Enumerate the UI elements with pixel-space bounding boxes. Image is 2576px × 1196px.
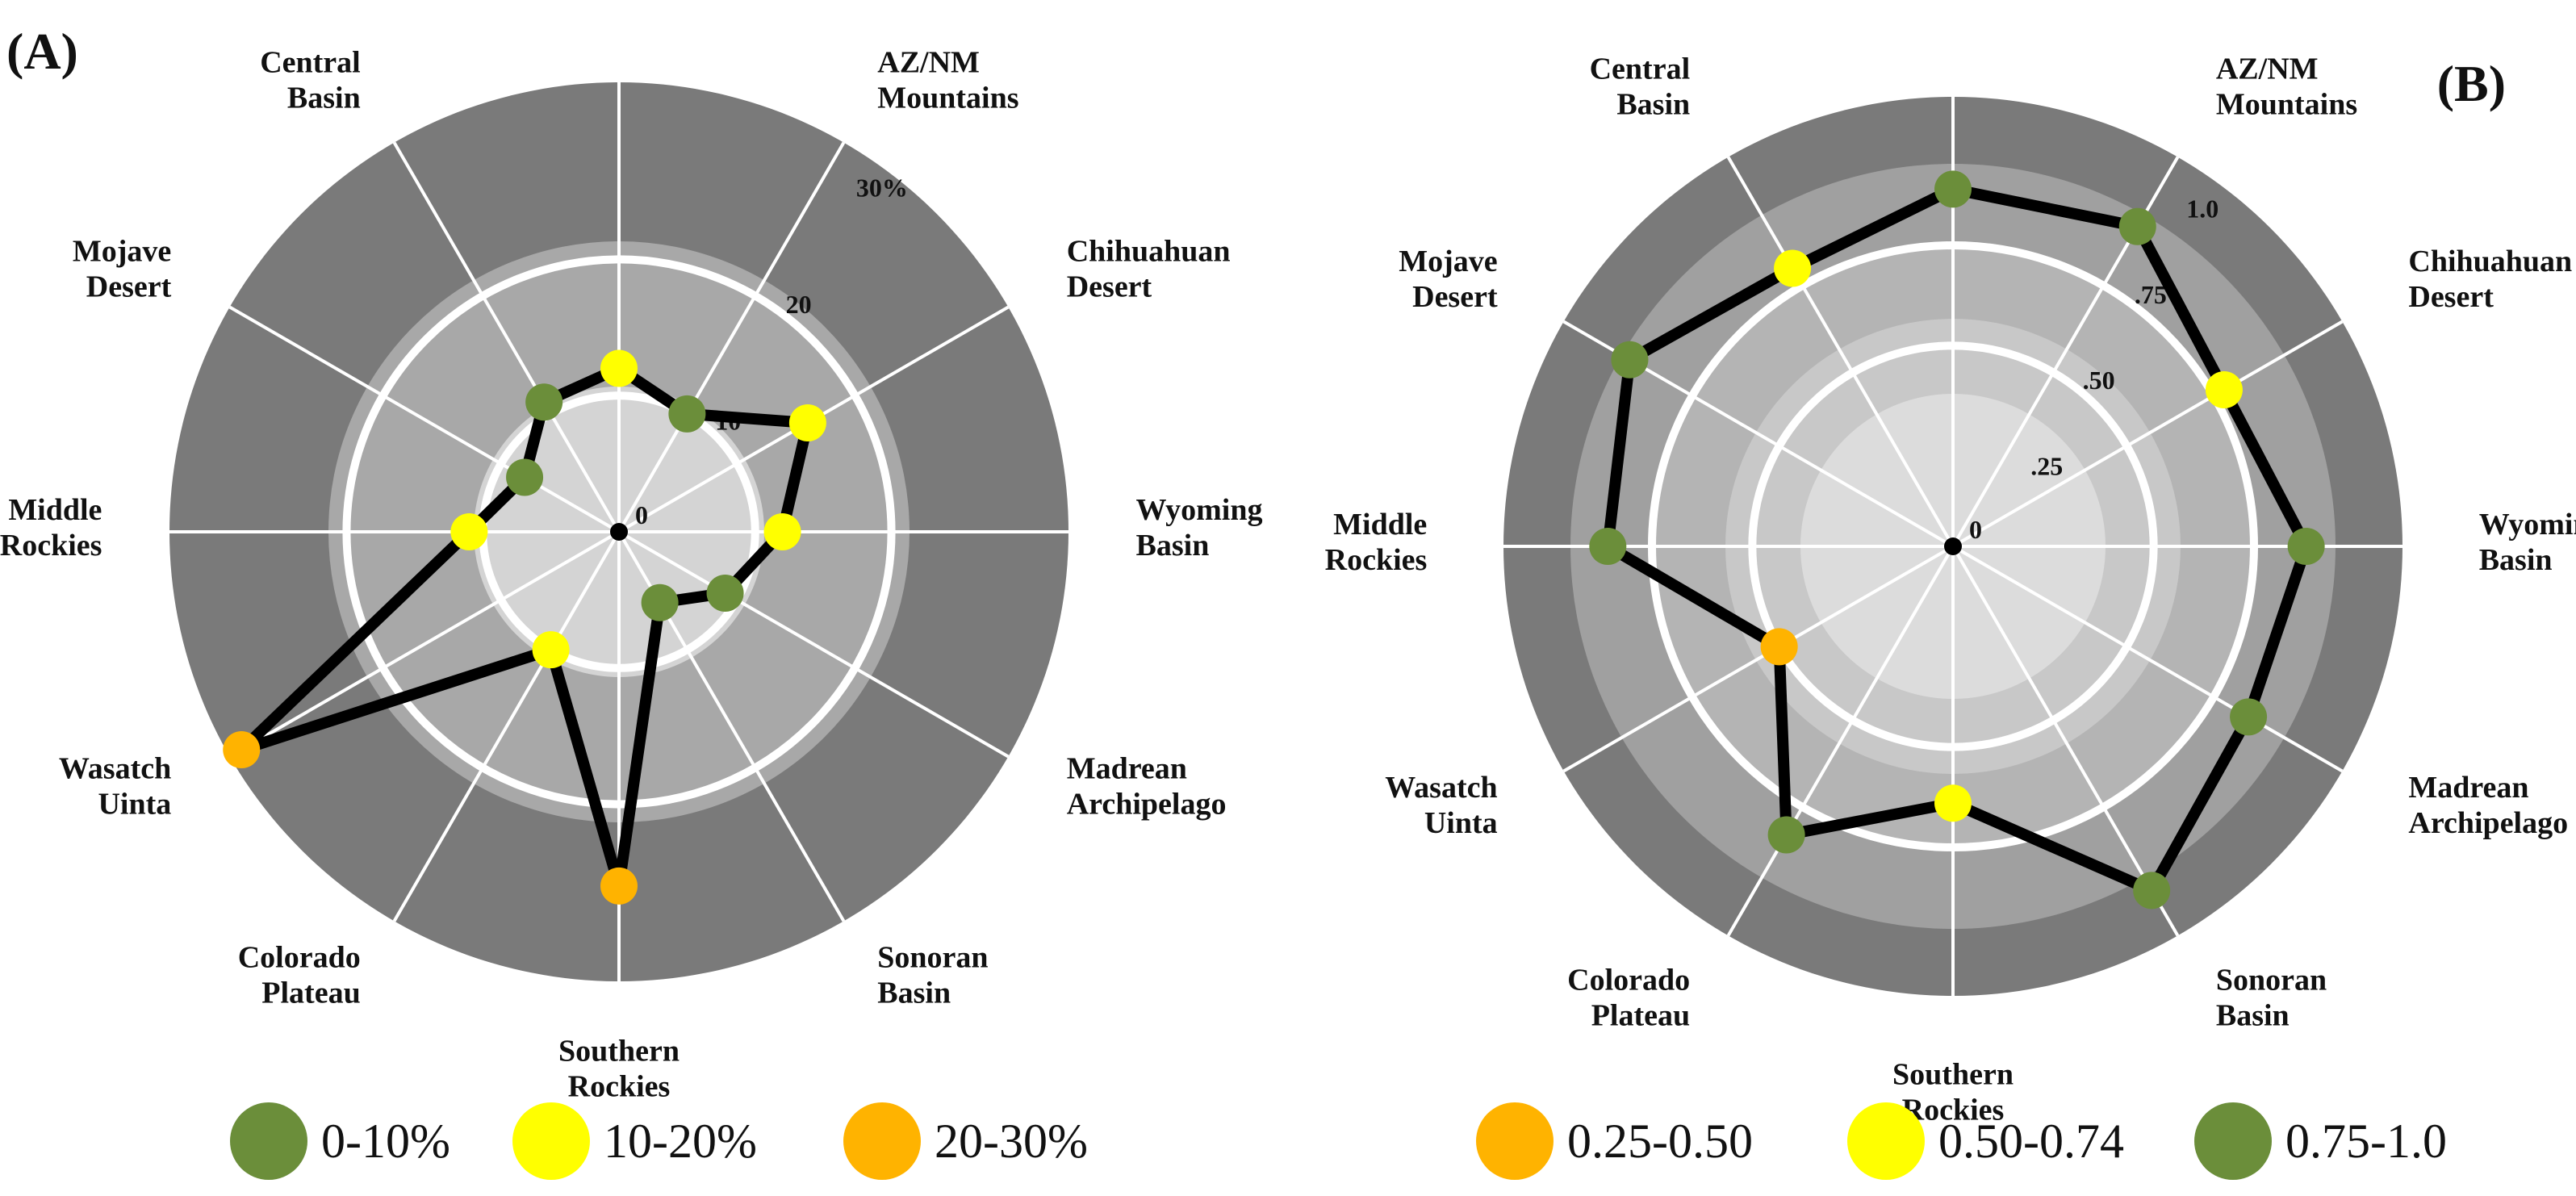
legend-label: 0.50-0.74 (1938, 1114, 2124, 1168)
category-label: Colorado Plateau (1567, 963, 1690, 1032)
category-label: Colorado Plateau (238, 941, 361, 1010)
spoke-line (392, 530, 621, 922)
spoke-line (617, 530, 1010, 759)
legend-swatch (2194, 1102, 2272, 1180)
tick-label: 30% (856, 174, 908, 203)
data-point (600, 349, 638, 387)
data-point (2287, 528, 2325, 565)
legend-label: 0.75-1.0 (2285, 1114, 2447, 1168)
category-label: Chihuahuan Desert (2408, 245, 2572, 314)
category-label: Wasatch Uinta (1385, 771, 1497, 840)
category-label: Middle Rockies (0, 493, 102, 562)
spoke-line (1726, 156, 1955, 548)
data-point (1767, 816, 1805, 854)
spoke-line (1952, 545, 2344, 773)
data-point (2205, 371, 2243, 409)
category-label: AZ/NMPlateau (1902, 0, 2005, 2)
spoke-line (392, 141, 621, 533)
grid-ring (1648, 241, 2258, 851)
legend-a: 0-10% 10-20% 20-30% (230, 1102, 1088, 1180)
data-point (1934, 170, 1972, 208)
data-point (1611, 341, 1649, 378)
panel-label: (B) (2437, 55, 2506, 112)
data-point (641, 583, 679, 621)
legend-swatch (1476, 1102, 1554, 1180)
data-point (223, 731, 261, 769)
legend-swatch (1847, 1102, 1925, 1180)
data-point (763, 513, 801, 550)
data-point (2230, 698, 2268, 736)
category-label: AZ/NM Mountains (2216, 52, 2357, 122)
data-point (2133, 872, 2171, 910)
category-label: AZ/NM Mountains (877, 45, 1018, 115)
spoke-line (1726, 545, 1955, 937)
data-point (525, 383, 563, 421)
category-label: Chihuahuan Desert (1067, 235, 1231, 304)
tick-label: 0 (635, 500, 648, 529)
category-label: Madrean Archipelago (2408, 771, 2568, 840)
category-label: Southern Rockies (558, 1035, 680, 1104)
category-label: Central Basin (260, 45, 361, 115)
data-point (788, 404, 826, 441)
tick-label: 1.0 (2186, 194, 2218, 223)
data-point (1760, 628, 1798, 666)
category-label: Central Basin (1590, 52, 1691, 122)
center-dot (610, 523, 628, 541)
legend-swatch (230, 1102, 307, 1180)
category-label: Sonoran Basin (2216, 963, 2327, 1032)
radar-chart-a: 0102030%AZ/NMPlateauAZ/NMMountainsChihua… (0, 23, 1263, 1104)
category-label: Sonoran Basin (877, 941, 988, 1010)
legend-label: 0-10% (321, 1114, 450, 1168)
category-label: Mojave Desert (73, 235, 172, 304)
data-point (450, 513, 488, 550)
data-point (532, 631, 570, 669)
legend-label: 10-20% (604, 1114, 757, 1168)
tick-label: .25 (2030, 452, 2063, 481)
spoke-line (1952, 320, 2344, 548)
legend-swatch (512, 1102, 590, 1180)
spoke-line (617, 141, 846, 533)
spoke-line (228, 530, 620, 759)
legend-label: 0.25-0.50 (1567, 1114, 1753, 1168)
data-point (706, 574, 744, 612)
tick-label: 0 (1969, 515, 1982, 544)
category-label: Middle Rockies (1325, 508, 1428, 577)
grid-ring (1748, 341, 2158, 751)
tick-label: .50 (2083, 366, 2115, 395)
spoke-line (228, 305, 620, 533)
data-point (1589, 528, 1627, 565)
data-point (600, 867, 638, 905)
data-point (1934, 784, 1972, 822)
category-label: Wasatch Uinta (59, 751, 171, 821)
tick-label: .75 (2135, 280, 2167, 309)
spoke-line (1951, 545, 2180, 937)
data-point (1774, 249, 1812, 287)
panel-label: (A) (6, 23, 78, 80)
legend-swatch (843, 1102, 921, 1180)
center-dot (1944, 537, 1962, 555)
category-label: Mojave Desert (1399, 245, 1498, 314)
tick-label: 20 (786, 290, 812, 319)
data-point (2118, 207, 2156, 245)
category-label: Madrean Archipelago (1067, 751, 1227, 821)
grid-ring (342, 255, 896, 809)
spoke-line (1562, 545, 1955, 773)
legend-label: 20-30% (935, 1114, 1088, 1168)
data-point (506, 458, 544, 496)
data-point (668, 395, 706, 433)
legend-b: 0.25-0.50 0.50-0.74 0.75-1.0 (1476, 1102, 2447, 1180)
